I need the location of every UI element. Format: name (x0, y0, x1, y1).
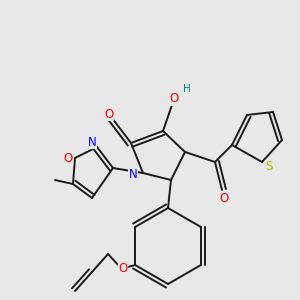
Text: O: O (104, 107, 114, 121)
Text: O: O (169, 92, 178, 106)
Text: N: N (129, 169, 137, 182)
Text: N: N (88, 136, 96, 148)
Text: O: O (63, 152, 73, 164)
Text: O: O (219, 191, 229, 205)
Text: H: H (183, 84, 191, 94)
Text: O: O (118, 262, 127, 275)
Text: S: S (265, 160, 273, 173)
